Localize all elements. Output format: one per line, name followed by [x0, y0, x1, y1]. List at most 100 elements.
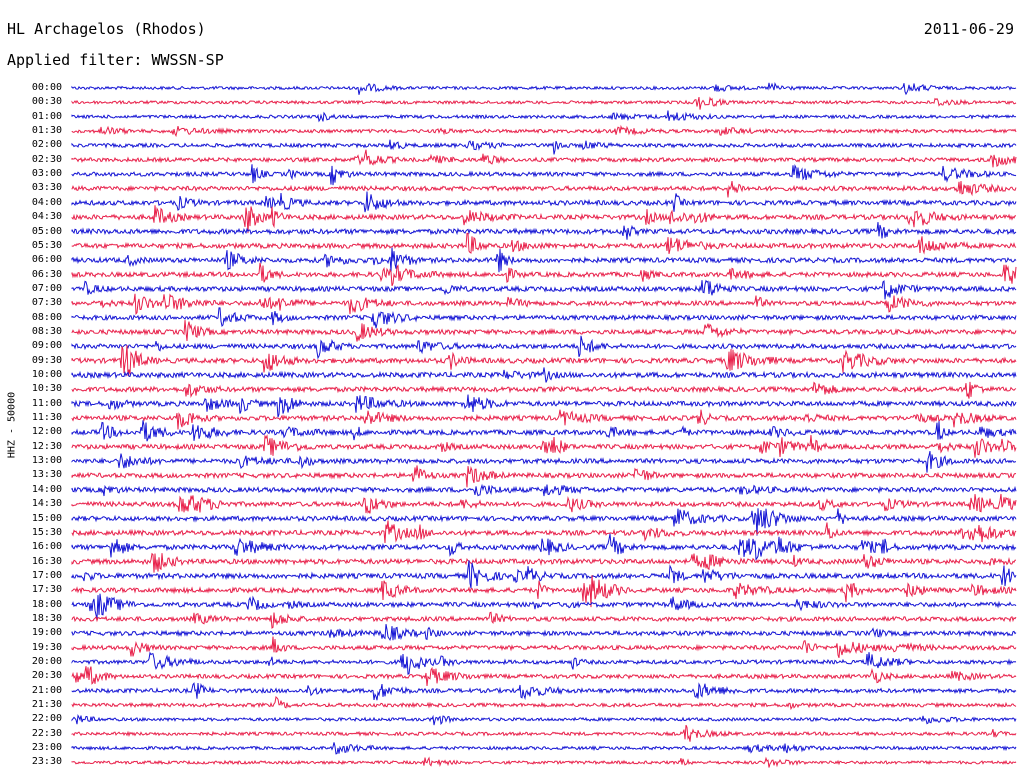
time-label: 17:00 [31, 569, 62, 581]
time-label: 07:00 [31, 282, 62, 294]
trace-row [71, 345, 1017, 376]
time-label: 00:30 [31, 96, 62, 108]
trace-row [71, 483, 1017, 497]
time-label: 11:00 [31, 397, 62, 409]
trace-row [71, 367, 1017, 383]
trace-row [71, 307, 1017, 329]
trace-row [71, 181, 1017, 198]
time-label: 06:30 [31, 268, 62, 280]
trace-row [71, 205, 1017, 234]
station-title: HL Archagelos (Rhodos) [7, 20, 206, 38]
time-label: 10:00 [31, 369, 62, 380]
time-label: 06:00 [31, 254, 62, 266]
time-label: 01:00 [31, 110, 62, 122]
time-label: 12:30 [31, 440, 62, 452]
trace-row [71, 742, 1017, 755]
trace-row [71, 81, 1017, 96]
trace-row [71, 520, 1017, 544]
trace-row [71, 593, 1017, 619]
trace-row [71, 666, 1017, 687]
time-label: 10:30 [31, 383, 62, 395]
trace-row [71, 149, 1017, 168]
filter-label: Applied filter: WWSSN-SP [7, 51, 224, 69]
trace-row [71, 450, 1016, 473]
trace-row [71, 409, 1017, 430]
time-label: 03:30 [31, 182, 62, 194]
trace-row [71, 139, 1017, 155]
time-label: 13:30 [31, 469, 62, 481]
time-label: 17:30 [31, 584, 62, 596]
time-label: 21:30 [31, 699, 62, 711]
trace-row [71, 552, 1017, 573]
time-label: 01:30 [31, 125, 62, 137]
time-label: 02:30 [31, 153, 62, 165]
trace-row [71, 164, 1017, 186]
time-label: 14:00 [31, 483, 62, 495]
time-label: 15:00 [31, 512, 62, 524]
time-label: 02:00 [31, 139, 62, 151]
time-label: 16:00 [31, 541, 62, 553]
time-label: 18:00 [31, 598, 62, 610]
time-label: 13:00 [31, 455, 62, 467]
trace-row [71, 262, 1017, 287]
trace-row [71, 381, 1017, 399]
time-label: 11:30 [31, 412, 62, 424]
time-label: 22:00 [31, 713, 62, 725]
trace-row [71, 434, 1017, 458]
trace-row [71, 247, 1017, 273]
trace-row [71, 465, 1017, 488]
trace-row [71, 560, 1017, 589]
time-label: 09:30 [31, 354, 62, 366]
trace-row [71, 493, 1017, 514]
time-label: 23:30 [31, 756, 62, 768]
time-label: 07:30 [31, 297, 62, 309]
time-label: 14:30 [31, 498, 62, 510]
time-label: 21:00 [31, 684, 62, 696]
trace-row [71, 756, 1017, 768]
trace-row [71, 636, 1017, 658]
time-label: 15:30 [31, 526, 62, 538]
trace-row [71, 651, 1017, 675]
time-label: 04:00 [31, 196, 62, 208]
time-label: 22:30 [31, 727, 62, 739]
trace-row [71, 96, 1017, 110]
time-label: 08:00 [31, 311, 62, 323]
trace-row [71, 279, 1017, 300]
time-label: 05:30 [31, 239, 62, 251]
trace-row [71, 696, 1017, 711]
trace-row [71, 110, 1017, 123]
time-label: 05:00 [31, 225, 62, 237]
trace-row [71, 724, 1017, 742]
trace-row [71, 682, 1017, 701]
trace-row [71, 420, 1017, 442]
time-label: 20:30 [31, 670, 62, 682]
time-label: 12:00 [31, 426, 62, 438]
trace-row [71, 713, 1017, 726]
trace-row [71, 191, 1017, 213]
time-label: 20:00 [31, 656, 62, 667]
trace-row [71, 611, 1017, 629]
time-label: 00:00 [31, 82, 62, 93]
trace-row [71, 320, 1017, 342]
trace-row [71, 624, 1017, 642]
trace-row [71, 293, 1017, 316]
trace-row [71, 533, 1017, 561]
time-label: 03:00 [31, 168, 62, 180]
date-label: 2011-06-29 [923, 20, 1014, 38]
time-label: 08:30 [31, 325, 62, 337]
trace-row [71, 124, 1017, 138]
time-label: 04:30 [31, 211, 62, 223]
trace-row [71, 335, 1017, 360]
time-label: 19:30 [31, 641, 62, 653]
trace-row [71, 232, 1017, 255]
time-label: 16:30 [31, 555, 62, 567]
time-axis: 00:00 00:30 01:00 01:30 02:00 02:30 03:00 03:30… [0, 0, 70, 780]
time-label: 19:00 [31, 627, 62, 639]
trace-row [71, 508, 1017, 536]
time-label: 09:00 [31, 340, 62, 352]
trace-row [71, 222, 1017, 240]
trace-row [71, 575, 1017, 608]
trace-row [71, 394, 1017, 418]
time-label: 18:30 [31, 612, 62, 624]
